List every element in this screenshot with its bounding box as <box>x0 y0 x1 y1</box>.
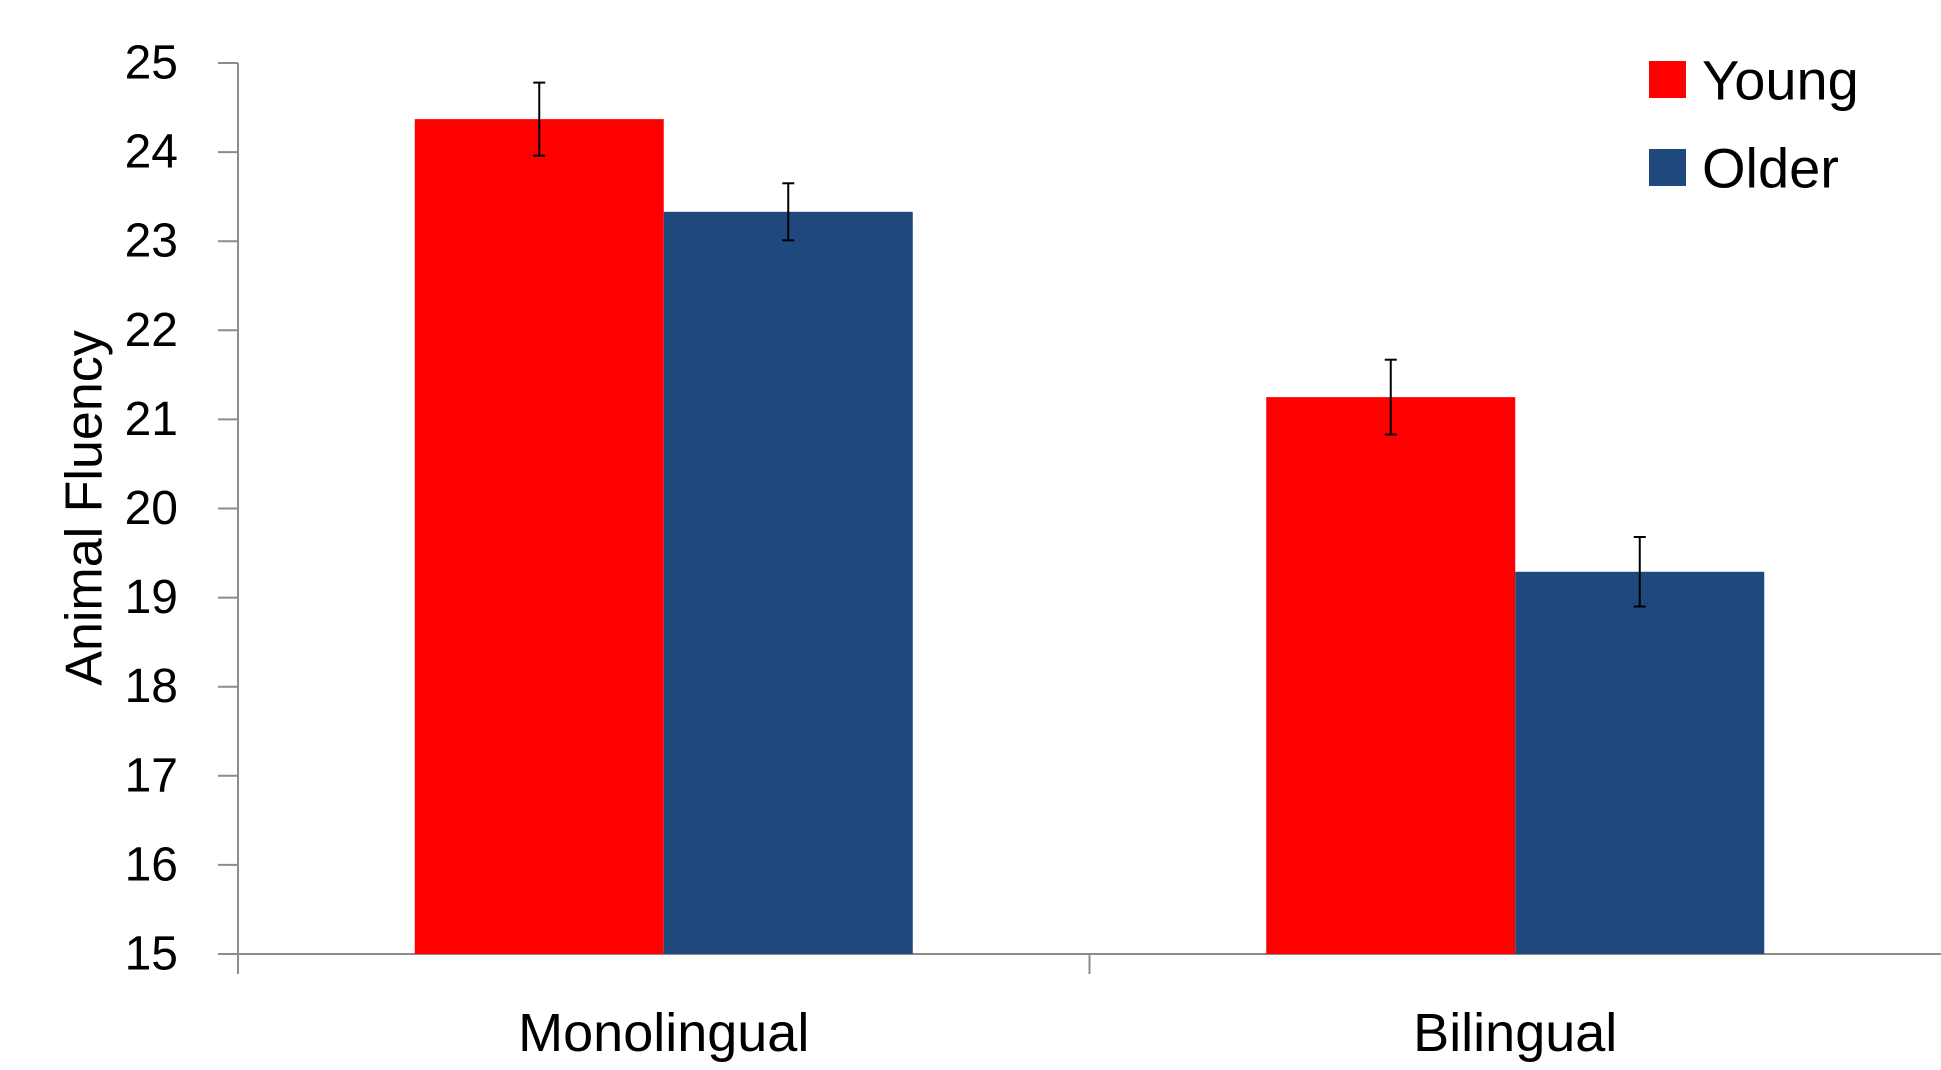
bar-young-monolingual <box>414 119 664 955</box>
y-tick-label: 25 <box>125 37 178 90</box>
y-axis-title: Animal Fluency <box>56 330 114 685</box>
y-tick-label: 21 <box>125 393 178 446</box>
y-tick-label: 15 <box>125 928 178 981</box>
error-bar <box>1633 536 1646 608</box>
error-bar <box>782 182 795 242</box>
bar-young-bilingual <box>1266 397 1516 954</box>
error-bar <box>533 81 546 157</box>
legend: Young Older <box>1649 49 1859 200</box>
y-tick-label: 23 <box>125 215 178 268</box>
bars-group <box>414 119 1765 955</box>
bar-older-bilingual <box>1515 571 1765 954</box>
y-tick-label: 20 <box>125 482 178 535</box>
y-tick-label: 18 <box>125 660 178 713</box>
y-tick-label: 24 <box>125 126 178 179</box>
legend-label-older: Older <box>1702 137 1839 200</box>
y-tick-label: 17 <box>125 749 178 802</box>
legend-swatch-young <box>1649 61 1686 98</box>
y-tick-label: 16 <box>125 838 178 891</box>
legend-label-young: Young <box>1702 49 1859 112</box>
y-axis: 15 16 17 18 19 20 21 22 23 24 25 <box>125 37 239 981</box>
x-category-label: Bilingual <box>1413 1003 1617 1063</box>
x-category-label: Monolingual <box>518 1003 809 1063</box>
bar-older-monolingual <box>663 211 913 954</box>
y-tick-label: 19 <box>125 571 178 624</box>
error-bars-group <box>533 81 1646 608</box>
error-bar <box>1384 358 1397 436</box>
y-tick-label: 22 <box>125 304 178 357</box>
x-axis: Monolingual Bilingual <box>218 953 1941 1063</box>
legend-swatch-older <box>1649 149 1686 186</box>
